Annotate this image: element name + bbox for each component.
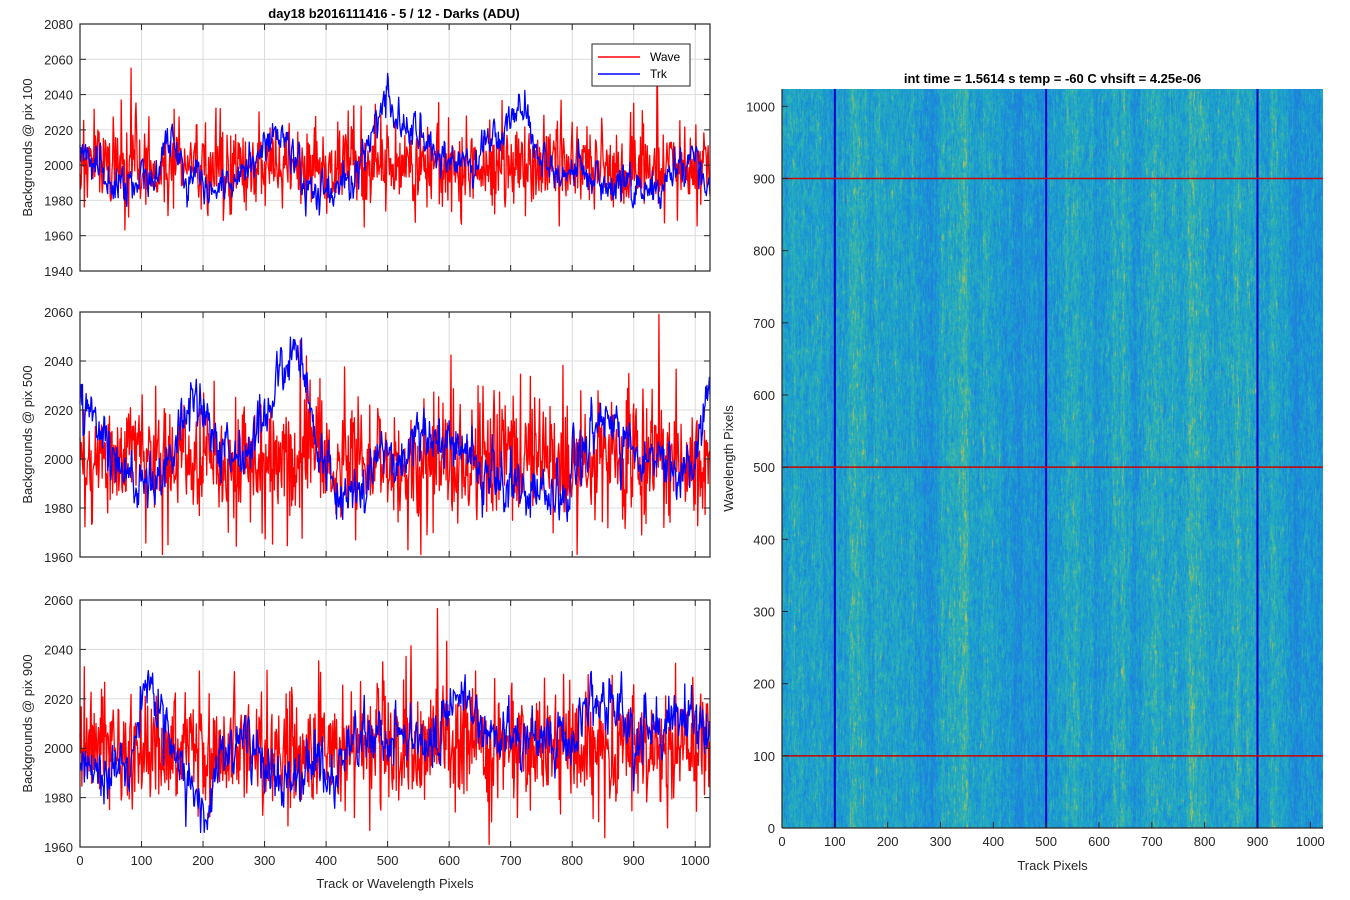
heatmap-image bbox=[782, 89, 1323, 828]
x-tick-label: 500 bbox=[377, 853, 399, 868]
y-tick-label: 500 bbox=[753, 460, 775, 475]
x-tick-label: 300 bbox=[930, 834, 952, 849]
line-panel-pix-500: 1960 1980 2000 2020 2040 2060 Backgrounds @ pi… bbox=[20, 305, 711, 565]
x-tick-label: 700 bbox=[1141, 834, 1163, 849]
y-tick-label: 0 bbox=[768, 821, 775, 836]
y-tick-label: 400 bbox=[753, 532, 775, 547]
y-tick-label: 1980 bbox=[44, 501, 73, 516]
y-tick-label: 1940 bbox=[44, 264, 73, 279]
y-tick-label: 2000 bbox=[44, 741, 73, 756]
y-tick-label: 300 bbox=[753, 604, 775, 619]
x-tick-label: 300 bbox=[254, 853, 276, 868]
y-tick-label: 1980 bbox=[44, 791, 73, 806]
series-wave-line bbox=[79, 313, 711, 556]
y-tick-label: 2040 bbox=[44, 642, 73, 657]
x-tick-label: 1000 bbox=[1296, 834, 1325, 849]
y-tick-label: 2000 bbox=[44, 452, 73, 467]
y-axis-label: Backgrounds @ pix 100 bbox=[20, 78, 35, 216]
x-tick-label: 0 bbox=[778, 834, 785, 849]
x-tick-label: 600 bbox=[1088, 834, 1110, 849]
x-tick-label: 100 bbox=[131, 853, 153, 868]
y-tick-label: 2020 bbox=[44, 692, 73, 707]
x-tick-label: 1000 bbox=[681, 853, 710, 868]
y-tick-label: 2060 bbox=[44, 305, 73, 320]
y-tick-label: 2040 bbox=[44, 88, 73, 103]
x-tick-label: 500 bbox=[1035, 834, 1057, 849]
x-tick-label: 600 bbox=[438, 853, 460, 868]
y-tick-label: 800 bbox=[753, 244, 775, 259]
series-trk-line bbox=[79, 72, 711, 217]
y-tick-label: 2060 bbox=[44, 593, 73, 608]
series-trk-line bbox=[79, 669, 711, 834]
y-tick-label: 2080 bbox=[44, 17, 73, 32]
x-tick-label: 400 bbox=[982, 834, 1004, 849]
x-tick-label: 900 bbox=[623, 853, 645, 868]
x-tick-label: 400 bbox=[315, 853, 337, 868]
legend-box bbox=[591, 43, 691, 87]
y-tick-label: 200 bbox=[753, 677, 775, 692]
y-tick-label: 2020 bbox=[44, 403, 73, 418]
heatmap-panel: 0 100 200 300 400 500 600 700 800 900 1000 0 100 200 3… bbox=[721, 71, 1325, 873]
series-wave-line bbox=[79, 608, 711, 846]
x-tick-label: 200 bbox=[877, 834, 899, 849]
y-axis-label: Backgrounds @ pix 900 bbox=[20, 654, 35, 792]
y-axis-label: Wavelength Pixels bbox=[721, 405, 736, 512]
y-tick-label: 1960 bbox=[44, 229, 73, 244]
x-tick-label: 700 bbox=[500, 853, 522, 868]
axes-frame bbox=[79, 23, 711, 272]
x-tick-label: 0 bbox=[76, 853, 83, 868]
y-tick-label: 900 bbox=[753, 171, 775, 186]
legend: Wave Trk bbox=[591, 43, 691, 87]
legend-label-trk: Trk bbox=[650, 67, 668, 81]
y-tick-label: 2020 bbox=[44, 123, 73, 138]
line-panel-pix-900: 0 100 200 300 400 500 600 700 800 900 1000 1960 1980… bbox=[20, 593, 711, 891]
x-tick-label: 800 bbox=[1194, 834, 1216, 849]
y-tick-label: 1960 bbox=[44, 550, 73, 565]
x-tick-label: 100 bbox=[824, 834, 846, 849]
y-tick-label: 700 bbox=[753, 316, 775, 331]
x-tick-label: 800 bbox=[561, 853, 583, 868]
x-tick-label: 900 bbox=[1247, 834, 1269, 849]
y-tick-label: 2060 bbox=[44, 52, 73, 67]
x-tick-label: 200 bbox=[192, 853, 214, 868]
figure-title: day18 b2016111416 - 5 / 12 - Darks (ADU) bbox=[268, 6, 519, 21]
x-axis-label: Track or Wavelength Pixels bbox=[316, 876, 474, 891]
y-axis-label: Backgrounds @ pix 500 bbox=[20, 365, 35, 503]
y-tick-label: 1980 bbox=[44, 193, 73, 208]
heatmap-title: int time = 1.5614 s temp = -60 C vhsift … bbox=[904, 71, 1201, 86]
line-panel-pix-100: 1940 1960 1980 2000 2020 2040 2060 2080 Backgrou… bbox=[20, 17, 711, 279]
y-tick-label: 2000 bbox=[44, 158, 73, 173]
y-tick-label: 2040 bbox=[44, 354, 73, 369]
y-tick-label: 600 bbox=[753, 388, 775, 403]
y-tick-label: 1000 bbox=[746, 99, 775, 114]
axes-frame bbox=[79, 599, 711, 848]
x-axis-label: Track Pixels bbox=[1017, 858, 1088, 873]
series-trk-line bbox=[79, 336, 711, 523]
y-tick-label: 100 bbox=[753, 749, 775, 764]
legend-label-wave: Wave bbox=[650, 50, 681, 64]
axes-frame bbox=[79, 311, 711, 558]
y-tick-label: 1960 bbox=[44, 840, 73, 855]
